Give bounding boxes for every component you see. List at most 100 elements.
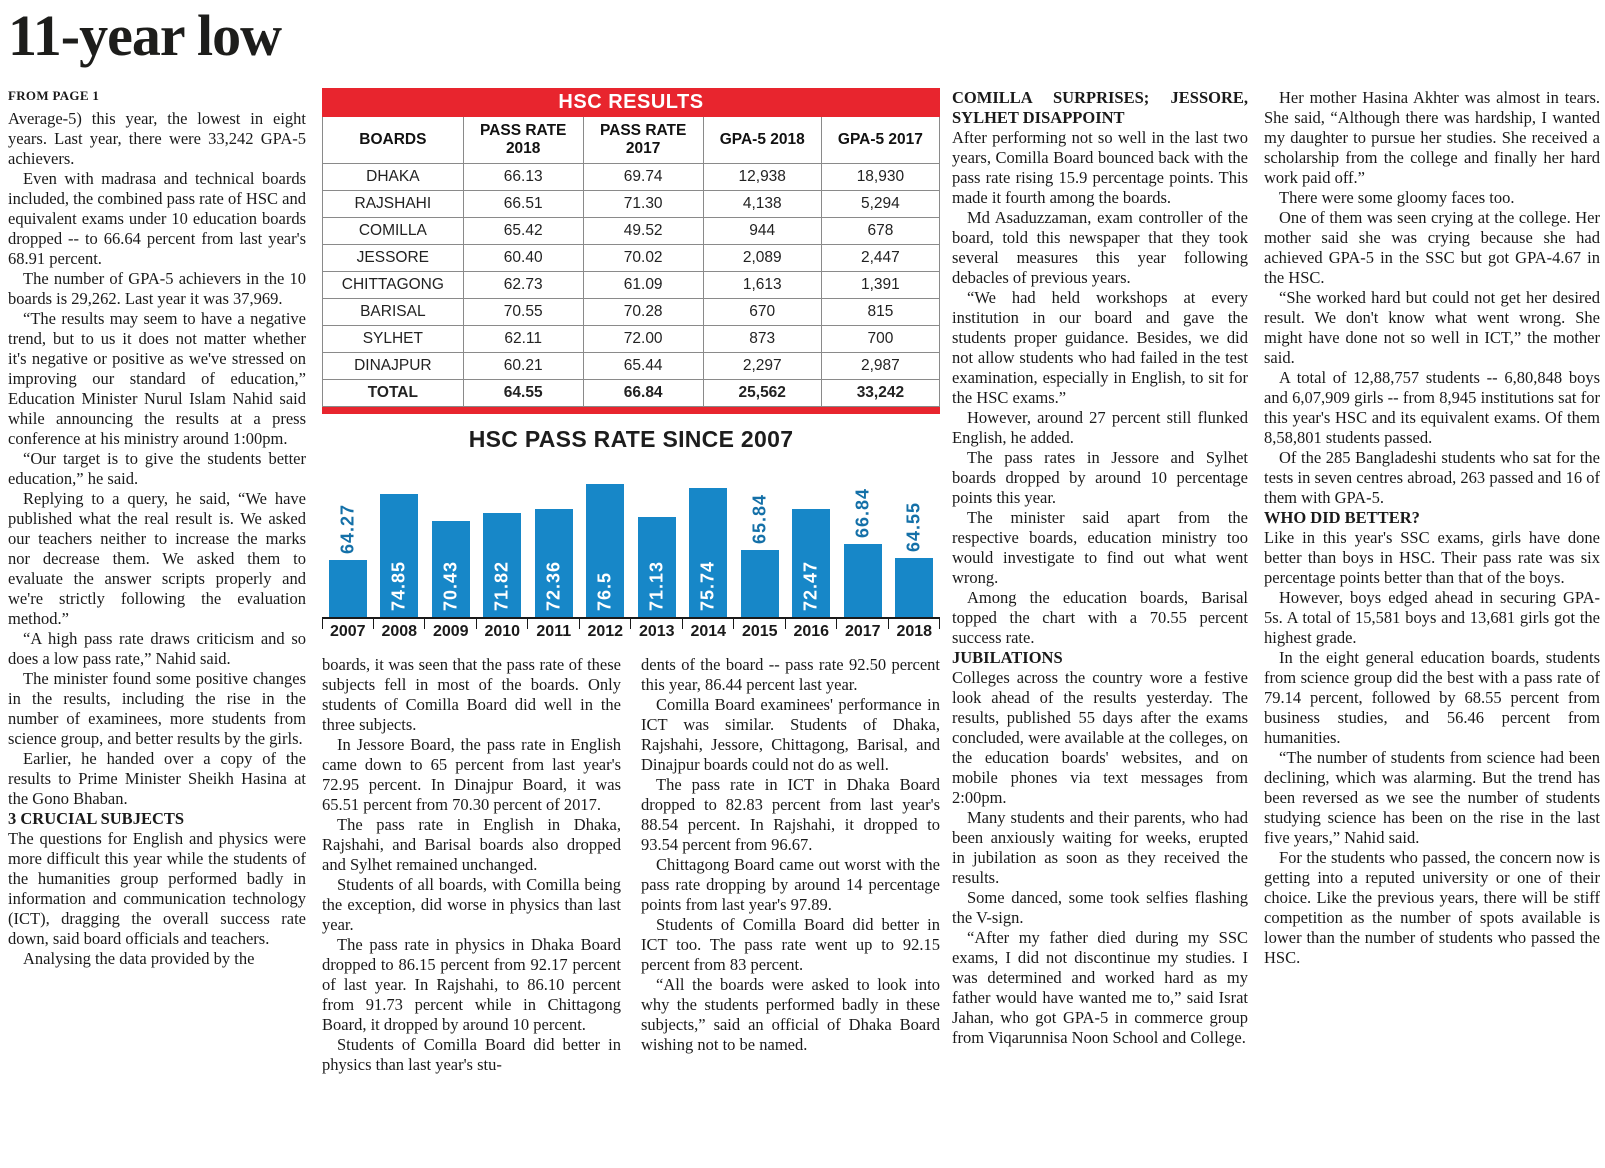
- table-cell: 815: [820, 298, 940, 326]
- article-paragraph: However, boys edged ahead in securing GP…: [1264, 588, 1600, 647]
- article-column-1: FROM PAGE 1 Average-5) this year, the lo…: [8, 86, 306, 1164]
- section-heading: COMILLA SURPRISES; JESSORE, SYLHET DISAP…: [952, 88, 1248, 127]
- section-heading: JUBILATIONS: [952, 648, 1063, 667]
- table-cell: 873: [702, 325, 822, 353]
- chart-bar-group: 64.27: [322, 465, 374, 617]
- x-axis-year-label: 2016: [786, 619, 838, 641]
- chart-bar-group: 70.43: [425, 465, 477, 617]
- chart-bar-group: 71.13: [631, 465, 683, 617]
- table-cell: 4,138: [702, 190, 822, 218]
- chart-bar: [895, 558, 934, 617]
- chart-bar-group: 64.55: [889, 465, 941, 617]
- article-paragraph: “We had held workshops at every institut…: [952, 288, 1248, 407]
- table-cell: 70.02: [582, 244, 704, 272]
- chart-bar-group: 76.5: [580, 465, 632, 617]
- column-1-body: Average-5) this year, the lowest in eigh…: [8, 109, 306, 969]
- table-cell: DINAJPUR: [322, 352, 464, 380]
- table-row: RAJSHAHI 66.51 71.30 4,138 5,294: [322, 190, 940, 218]
- article-paragraph: “After my father died during my SSC exam…: [952, 928, 1248, 1047]
- center-block: HSC RESULTS BOARDS PASS RATE 2018 PASS RATE…: [322, 88, 940, 1164]
- table-cell: 60.21: [462, 352, 584, 380]
- chart-bar-group: 72.47: [786, 465, 838, 617]
- table-cell: 2,447: [820, 244, 940, 272]
- article-paragraph: However, around 27 percent still flunked…: [952, 408, 1248, 447]
- bar-value-label: 74.85: [388, 560, 409, 611]
- article-column-4: COMILLA SURPRISES; JESSORE, SYLHET DISAP…: [952, 88, 1248, 1164]
- article-paragraph: “She worked hard but could not get her d…: [1264, 288, 1600, 367]
- article-paragraph: Of the 285 Bangladeshi students who sat …: [1264, 448, 1600, 507]
- x-axis-year-label: 2015: [734, 619, 786, 641]
- article-paragraph: Colleges across the country wore a festi…: [952, 668, 1248, 807]
- chart-bar-group: 75.74: [683, 465, 735, 617]
- article-paragraph: The pass rate in ICT in Dhaka Board drop…: [641, 775, 940, 854]
- article-paragraph: Some danced, some took selfies flashing …: [952, 888, 1248, 927]
- table-cell: 49.52: [582, 217, 704, 245]
- chart-bar: [689, 488, 728, 617]
- chart-bar: [792, 509, 831, 617]
- article-paragraph: Earlier, he handed over a copy of the re…: [8, 749, 306, 808]
- table-header-cell: GPA-5 2017: [820, 117, 940, 164]
- table-cell: 66.84: [582, 379, 704, 407]
- table-cell: 2,297: [702, 352, 822, 380]
- bar-value-label: 71.82: [491, 560, 512, 611]
- hsc-table-body: DHAKA 66.13 69.74 12,938 18,930 RAJSHAHI 66.51…: [322, 163, 940, 407]
- table-cell: 65.42: [462, 217, 584, 245]
- article-paragraph: A total of 12,88,757 students -- 6,80,84…: [1264, 368, 1600, 447]
- article-column-5: Her mother Hasina Akhter was almost in t…: [1264, 88, 1600, 1164]
- article-paragraph: Her mother Hasina Akhter was almost in t…: [1264, 88, 1600, 187]
- table-cell: 33,242: [820, 379, 940, 407]
- x-axis-year-label: 2009: [425, 619, 477, 641]
- article-paragraph: The pass rates in Jessore and Sylhet boa…: [952, 448, 1248, 507]
- article-paragraph: “A high pass rate draws criticism and so…: [8, 629, 306, 668]
- chart-bar-group: 71.82: [477, 465, 529, 617]
- article-paragraph: Students of Comilla Board did better in …: [322, 1035, 621, 1074]
- chart-bar: [637, 517, 676, 617]
- table-row: CHITTAGONG 62.73 61.09 1,613 1,391: [322, 271, 940, 299]
- chart-bar-group: 66.84: [837, 465, 889, 617]
- chart-bar: [483, 513, 522, 617]
- x-axis-year-label: 2014: [683, 619, 735, 641]
- table-cell: 18,930: [820, 163, 940, 191]
- table-cell: TOTAL: [322, 379, 464, 407]
- table-cell: 70.28: [582, 298, 704, 326]
- table-cell: 70.55: [462, 298, 584, 326]
- article-paragraph: The pass rate in physics in Dhaka Board …: [322, 935, 621, 1034]
- results-table: BOARDS PASS RATE 2018 PASS RATE 2017 GPA-5 20…: [322, 117, 940, 407]
- article-paragraph: In Jessore Board, the pass rate in Engli…: [322, 735, 621, 814]
- table-cell: 5,294: [820, 190, 940, 218]
- bar-value-label: 64.27: [337, 503, 358, 554]
- article-paragraph: Students of all boards, with Comilla bei…: [322, 875, 621, 934]
- article-paragraph: “All the boards were asked to look into …: [641, 975, 940, 1054]
- table-cell: COMILLA: [322, 217, 464, 245]
- table-row: COMILLA 65.42 49.52 944 678: [322, 217, 940, 245]
- table-row: SYLHET 62.11 72.00 873 700: [322, 325, 940, 353]
- article-paragraph: Md Asaduzzaman, exam controller of the b…: [952, 208, 1248, 287]
- chart-bar: [380, 494, 419, 617]
- bar-value-label: 75.74: [697, 560, 718, 611]
- table-cell: 1,391: [820, 271, 940, 299]
- article-paragraph: Like in this year's SSC exams, girls hav…: [1264, 528, 1600, 587]
- table-row: DINAJPUR 60.21 65.44 2,297 2,987: [322, 352, 940, 380]
- table-cell: DHAKA: [322, 163, 464, 191]
- article-paragraph: Many students and their parents, who had…: [952, 808, 1248, 887]
- article-column-3: dents of the board -- pass rate 92.50 pe…: [641, 655, 940, 1164]
- article-paragraph: Replying to a query, he said, “We have p…: [8, 489, 306, 628]
- article-paragraph: Analysing the data provided by the: [23, 949, 255, 968]
- article-paragraph: The number of GPA-5 achievers in the 10 …: [8, 269, 306, 308]
- article-column-2: boards, it was seen that the pass rate o…: [322, 655, 621, 1164]
- chart-title: HSC PASS RATE SINCE 2007: [468, 426, 794, 452]
- table-cell: 69.74: [582, 163, 704, 191]
- table-header-cell: BOARDS: [322, 117, 464, 164]
- table-cell: 66.13: [462, 163, 584, 191]
- table-title: HSC RESULTS: [322, 88, 940, 117]
- x-axis-year-label: 2007: [322, 619, 374, 641]
- table-total-row: TOTAL 64.55 66.84 25,562 33,242: [322, 379, 940, 407]
- from-page-label: FROM PAGE 1: [8, 88, 100, 103]
- article-paragraph: Among the education boards, Barisal topp…: [952, 588, 1248, 647]
- table-cell: 61.09: [582, 271, 704, 299]
- article-paragraph: The questions for English and physics we…: [8, 829, 306, 948]
- bar-value-label: 72.36: [543, 560, 564, 611]
- section-heading: 3 CRUCIAL SUBJECTS: [8, 809, 185, 828]
- table-cell: 66.51: [462, 190, 584, 218]
- article-paragraph: In the eight general education boards, s…: [1264, 648, 1600, 747]
